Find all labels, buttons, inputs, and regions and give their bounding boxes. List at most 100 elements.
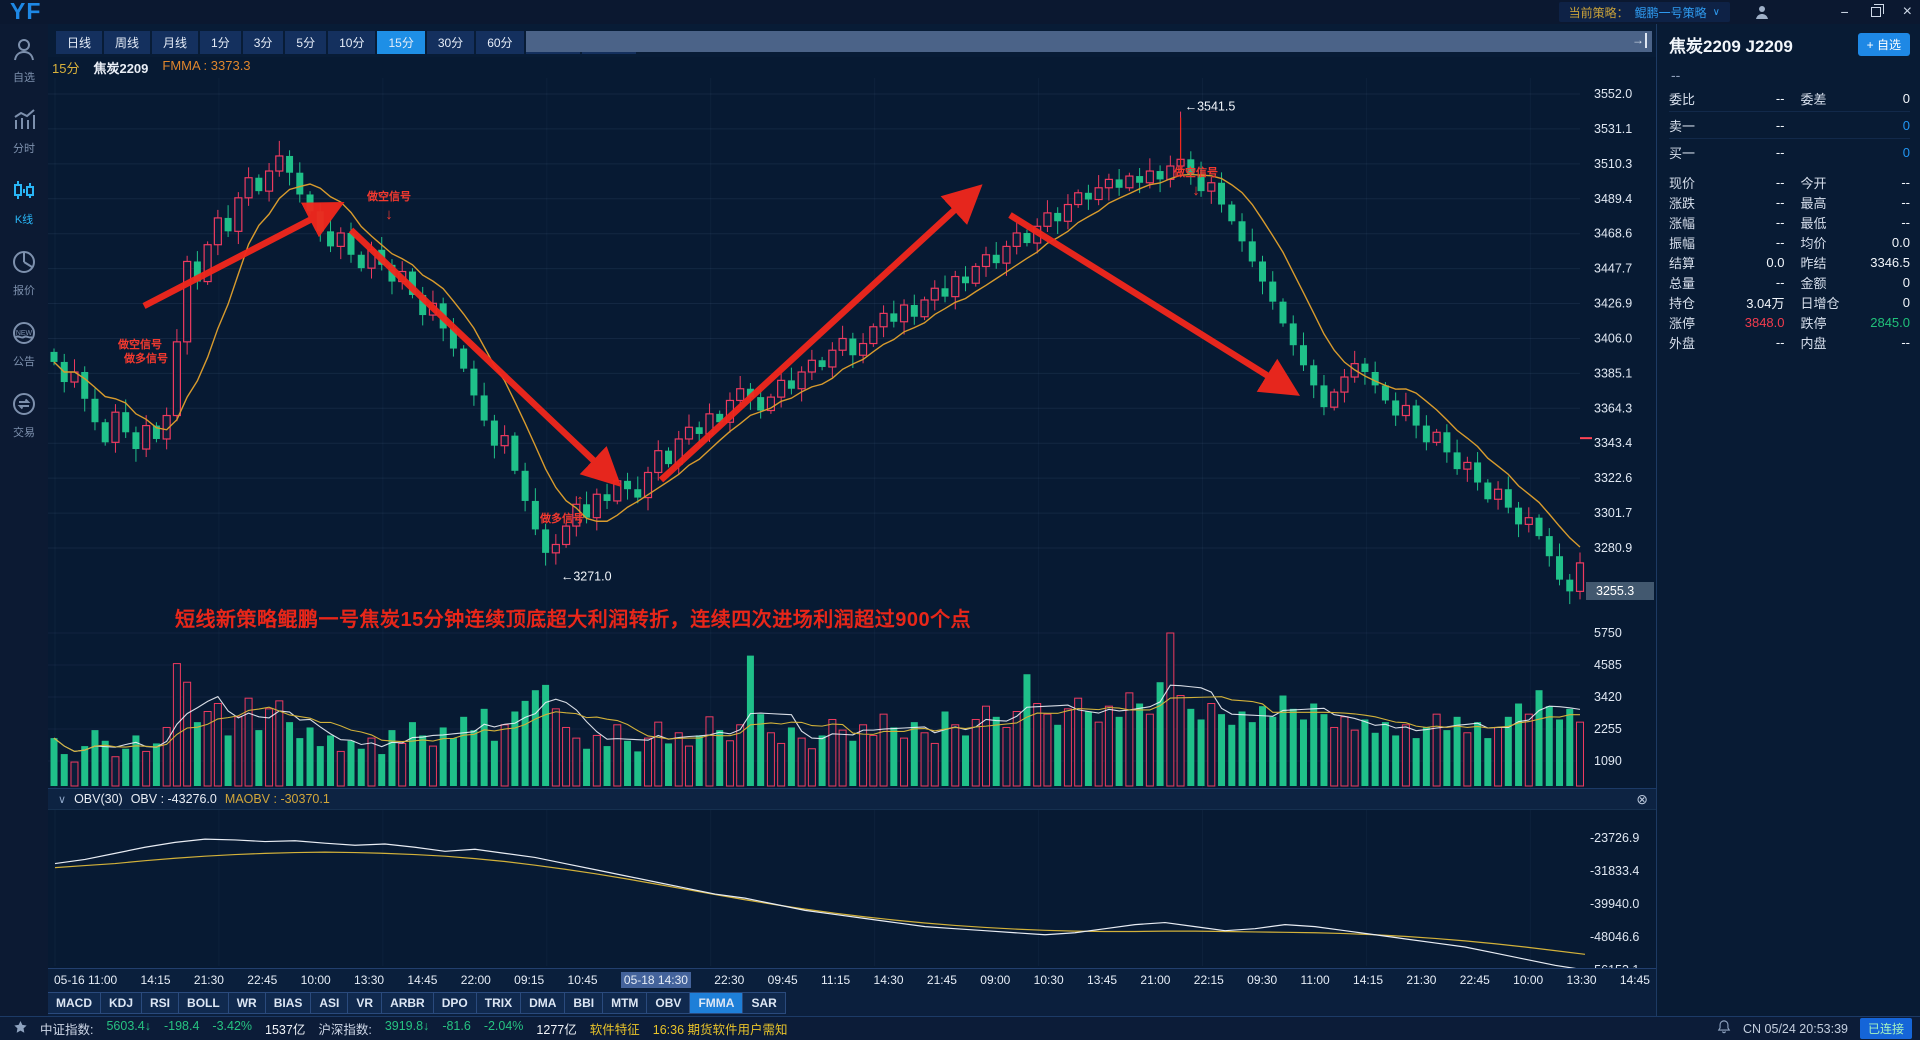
svg-text:3420: 3420 bbox=[1594, 690, 1622, 704]
quote-field-value: -- bbox=[1775, 334, 1785, 350]
quote-field-value: 3848.0 bbox=[1744, 314, 1785, 330]
trade-icon bbox=[11, 391, 37, 420]
indicator-tab-fmma[interactable]: FMMA bbox=[689, 992, 744, 1014]
period-tab-5分[interactable]: 5分 bbox=[285, 31, 327, 54]
indicator-tab-dpo[interactable]: DPO bbox=[432, 992, 477, 1014]
quote-row: 涨停 3848.0 跌停 2845.0 bbox=[1669, 312, 1910, 332]
period-tab-10分[interactable]: 10分 bbox=[328, 31, 376, 54]
period-tab-15分[interactable]: 15分 bbox=[377, 31, 425, 54]
svg-text:5750: 5750 bbox=[1594, 626, 1622, 640]
quote-field-label: 涨跌 bbox=[1669, 195, 1696, 211]
period-tab-周线[interactable]: 周线 bbox=[104, 31, 151, 54]
strategy-selector[interactable]: 当前策略： 鲲鹏一号策略 ∨ bbox=[1558, 2, 1730, 22]
svg-text:3426.9: 3426.9 bbox=[1594, 297, 1632, 311]
sidebar-item-jiaoyi[interactable]: 交易 bbox=[0, 379, 48, 450]
time-label: 05-18 14:30 bbox=[620, 971, 691, 988]
time-label: 21:30 bbox=[193, 972, 224, 987]
sidebar-item-baojia[interactable]: 报价 bbox=[0, 237, 48, 308]
svg-text:做多信号: 做多信号 bbox=[539, 511, 584, 525]
indicator-tab-asi[interactable]: ASI bbox=[310, 992, 349, 1014]
quote-field-value: -- bbox=[1775, 194, 1785, 210]
indicator-tab-dma[interactable]: DMA bbox=[520, 992, 566, 1014]
time-label: 22:30 bbox=[714, 972, 745, 987]
time-label: 14:30 bbox=[873, 972, 904, 987]
status-segment: 1277亿 bbox=[536, 1023, 577, 1037]
quote-row: 卖一 -- 0 bbox=[1669, 112, 1910, 139]
indicator-tab-boll[interactable]: BOLL bbox=[178, 992, 229, 1014]
bell-icon[interactable] bbox=[1717, 1020, 1731, 1037]
time-label: 09:45 bbox=[767, 972, 798, 987]
sidebar-item-zixuan[interactable]: 自选 bbox=[0, 24, 48, 95]
status-segment: -2.04% bbox=[483, 1019, 524, 1033]
user-icon[interactable] bbox=[1754, 4, 1770, 25]
indicator-tab-arbr[interactable]: ARBR bbox=[381, 992, 434, 1014]
status-clock: CN 05/24 20:53:39 bbox=[1743, 1021, 1848, 1036]
quote-field-value: -- bbox=[1901, 174, 1910, 190]
indicator-tab-vr[interactable]: VR bbox=[347, 992, 383, 1014]
quote-panel: 焦炭2209 J2209 + 自选 -- 委比 -- 委差 0 卖一 -- 0 买一 -- 0 现… bbox=[1656, 24, 1920, 1016]
chevron-down-icon[interactable]: ∨ bbox=[58, 793, 67, 806]
toolbar-scroll-strip[interactable]: → bbox=[526, 31, 1652, 52]
time-axis: 05-16 11:00 14:15 21:30 22:45 10:00 13:30 14:4… bbox=[48, 968, 1656, 990]
indicator-tab-kdj[interactable]: KDJ bbox=[100, 992, 143, 1014]
time-label: 10:00 bbox=[1513, 972, 1544, 987]
quote-field-value: 0 bbox=[1902, 274, 1910, 290]
chart-symbol: 焦炭2209 bbox=[93, 61, 149, 76]
time-label: 22:45 bbox=[1459, 972, 1490, 987]
indicator-tab-bbi[interactable]: BBI bbox=[564, 992, 604, 1014]
period-tab-日线[interactable]: 日线 bbox=[56, 31, 103, 54]
indicator-tab-macd[interactable]: MACD bbox=[47, 992, 101, 1014]
quote-field-label: 委比 bbox=[1669, 91, 1696, 107]
quote-field-value: 0.0 bbox=[1766, 254, 1785, 270]
quote-field-label: 涨停 bbox=[1669, 315, 1696, 331]
time-label: 14:45 bbox=[1619, 972, 1650, 987]
collapse-panel-icon[interactable]: → bbox=[1632, 33, 1647, 48]
period-tab-3分[interactable]: 3分 bbox=[242, 31, 284, 54]
sidebar-item-label: 公告 bbox=[13, 356, 35, 368]
sidebar-item-kline[interactable]: K线 bbox=[0, 166, 48, 237]
maobv-value: MAOBV : -30370.1 bbox=[224, 792, 330, 806]
obv-close-icon[interactable]: ⊗ bbox=[1636, 791, 1648, 807]
add-favorite-button[interactable]: + 自选 bbox=[1857, 33, 1910, 56]
svg-text:↓: ↓ bbox=[385, 206, 393, 223]
indicator-tab-rsi[interactable]: RSI bbox=[141, 992, 180, 1014]
time-label: 21:45 bbox=[926, 972, 957, 987]
obv-value: OBV : -43276.0 bbox=[130, 792, 217, 806]
sidebar-item-fenshi[interactable]: 分时 bbox=[0, 95, 48, 166]
svg-text:3406.0: 3406.0 bbox=[1594, 331, 1632, 345]
period-tab-30分[interactable]: 30分 bbox=[426, 31, 475, 54]
indicator-tab-trix[interactable]: TRIX bbox=[475, 992, 522, 1014]
quote-field-label: 总量 bbox=[1669, 275, 1696, 291]
minimize-button[interactable]: − bbox=[1840, 4, 1849, 20]
time-label: 21:00 bbox=[1140, 972, 1171, 987]
time-label: 14:15 bbox=[140, 972, 171, 987]
restore-button[interactable] bbox=[1870, 4, 1884, 17]
svg-text:3280.9: 3280.9 bbox=[1594, 541, 1632, 555]
pin-icon[interactable] bbox=[14, 1020, 27, 1037]
quote-field-label: 最高 bbox=[1800, 195, 1827, 211]
indicator-tab-wr[interactable]: WR bbox=[227, 992, 266, 1014]
status-segment: 3919.8↓ bbox=[384, 1019, 430, 1033]
status-segment: -3.42% bbox=[212, 1019, 253, 1033]
chart-header: 15分 焦炭2209 FMMA : 3373.3 bbox=[52, 58, 251, 78]
indicator-tab-obv[interactable]: OBV bbox=[646, 992, 691, 1014]
status-segment: -198.4 bbox=[163, 1019, 200, 1033]
period-tab-60分[interactable]: 60分 bbox=[476, 31, 524, 54]
quote-field-label: 持仓 bbox=[1669, 295, 1696, 311]
quote-field-value: 3.04万 bbox=[1746, 295, 1785, 311]
period-tab-1分[interactable]: 1分 bbox=[200, 31, 241, 54]
quote-field-value: -- bbox=[1901, 194, 1910, 210]
indicator-tab-sar[interactable]: SAR bbox=[742, 992, 786, 1014]
quote-row: 振幅 -- 均价 0.0 bbox=[1669, 232, 1910, 252]
quote-field-label: 结算 bbox=[1669, 255, 1696, 271]
period-tab-月线[interactable]: 月线 bbox=[152, 31, 199, 54]
status-segment: 1537亿 bbox=[265, 1023, 306, 1037]
quote-field-label: 买一 bbox=[1669, 146, 1696, 161]
close-button[interactable]: × bbox=[1902, 3, 1912, 20]
indicator-tab-bias[interactable]: BIAS bbox=[264, 992, 312, 1014]
time-label: 10:45 bbox=[567, 972, 598, 987]
sidebar-item-gonggao[interactable]: NEW 公告 bbox=[0, 308, 48, 379]
left-sidebar: 自选 分时 K线 报价 NEW 公告 交易 bbox=[0, 24, 48, 1020]
indicator-tab-mtm[interactable]: MTM bbox=[602, 992, 648, 1014]
